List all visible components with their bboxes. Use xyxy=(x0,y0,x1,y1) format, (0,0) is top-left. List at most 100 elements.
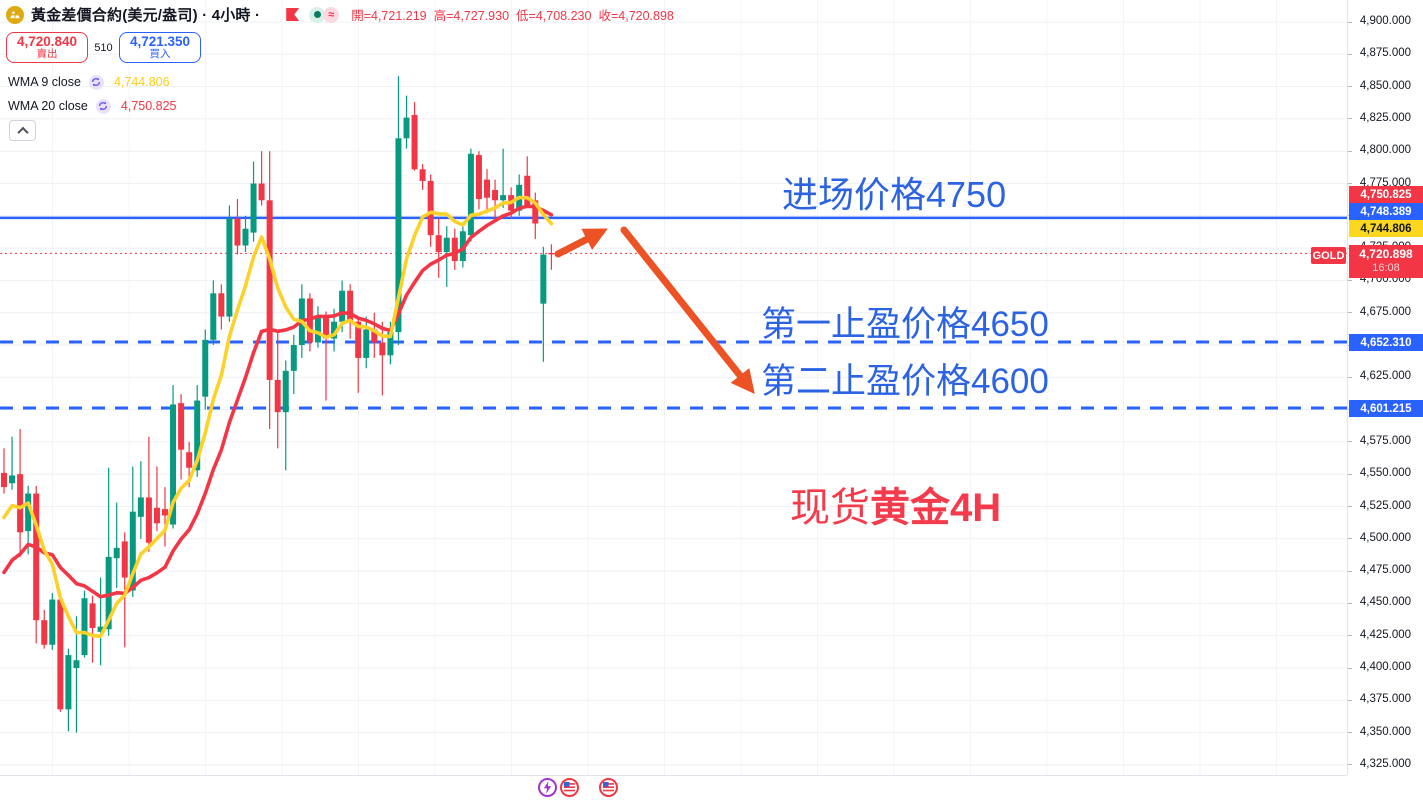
candle-body xyxy=(467,153,474,236)
symbol-price-tag: GOLD xyxy=(1311,247,1346,264)
candle-body xyxy=(194,400,201,471)
price-tick-label: 4,425.000 xyxy=(1359,628,1412,641)
us-flag-event-icon[interactable] xyxy=(560,778,579,797)
candle-body xyxy=(97,626,104,632)
sync-refresh-icon[interactable] xyxy=(95,98,111,114)
axis-tickmark xyxy=(1348,183,1352,184)
delayed-data-icon[interactable]: ≈ xyxy=(323,6,340,23)
wma9-legend-row[interactable]: WMA 9 close 4,744.806 xyxy=(8,74,170,90)
axis-tickmark xyxy=(1348,53,1352,55)
axis-tickmark xyxy=(1348,312,1352,314)
candle-body xyxy=(500,195,507,201)
axis-tickmark xyxy=(1348,732,1352,734)
candle-body xyxy=(323,316,329,339)
wma20-name: WMA 20 close xyxy=(8,99,88,113)
current-time: 16:08 xyxy=(1372,262,1400,275)
candle-body xyxy=(145,497,152,543)
chart-pane[interactable]: 进场价格4750 第一止盈价格4650 第二止盈价格4600 现货黄金4H 黃金… xyxy=(0,0,1347,775)
candle-body xyxy=(129,511,136,591)
price-tick-label: 4,875.000 xyxy=(1359,47,1412,60)
candle-body xyxy=(137,497,144,517)
candle-body xyxy=(17,474,24,533)
candle-body xyxy=(33,493,40,621)
price-tick-label: 4,625.000 xyxy=(1359,370,1412,383)
candle-body xyxy=(274,379,281,413)
sync-refresh-icon[interactable] xyxy=(88,74,104,90)
collapse-legend-button[interactable] xyxy=(9,120,36,141)
price-tick-label: 4,325.000 xyxy=(1359,757,1412,770)
grid xyxy=(0,0,1347,775)
candle-body xyxy=(403,117,410,139)
candle-body xyxy=(379,342,386,356)
us-flag-event-icon[interactable] xyxy=(599,778,618,797)
symbol-title-row: 黃金差價合約(美元/盎司) · 4小時 · ≈ 開=4,721.219 高=4,7… xyxy=(6,4,681,25)
axis-tickmark xyxy=(1348,602,1352,604)
candlestick-chart[interactable] xyxy=(0,0,1347,775)
take-profit-2-annotation[interactable]: 第二止盈价格4600 xyxy=(761,362,1049,401)
candle-body xyxy=(548,252,555,255)
candles-type-icon[interactable] xyxy=(286,8,300,21)
price-axis[interactable]: 4,900.000 4,875.000 4,850.000 4,825.000 4,80… xyxy=(1347,0,1423,775)
wma20-legend-row[interactable]: WMA 20 close 4,750.825 xyxy=(8,98,177,114)
gold-coin-icon xyxy=(6,5,24,24)
candle-body xyxy=(387,332,394,356)
price-tick-label: 4,350.000 xyxy=(1359,725,1412,738)
candle-body xyxy=(121,541,128,578)
candle-body xyxy=(250,183,257,233)
candle-body xyxy=(41,620,48,645)
candle-body xyxy=(492,189,499,201)
candle-body xyxy=(234,218,241,246)
axis-tickmark xyxy=(1348,21,1352,23)
wma20-value: 4,750.825 xyxy=(120,99,177,113)
candle-body xyxy=(314,316,321,343)
market-status-icon[interactable] xyxy=(309,6,326,23)
price-tick-label: 4,400.000 xyxy=(1359,661,1412,673)
price-tick-label: 4,675.000 xyxy=(1359,305,1412,318)
wma20-line[interactable] xyxy=(2,204,554,599)
candle-body xyxy=(9,475,16,484)
candle-body xyxy=(419,169,426,181)
buy-button[interactable]: 4,721.350 買入 xyxy=(119,32,201,63)
buy-price: 4,721.350 xyxy=(129,33,191,49)
candle-body xyxy=(290,345,297,371)
candle-body xyxy=(258,183,265,201)
axis-tickmark xyxy=(1348,473,1352,475)
lightning-event-icon[interactable] xyxy=(538,778,557,797)
wma9-name: WMA 9 close xyxy=(8,75,81,89)
axis-tickmark xyxy=(1348,667,1352,669)
ohlc-legend: 開=4,721.219 高=4,727.930 低=4,708.230 收=4,720… xyxy=(351,5,681,24)
symbol-title[interactable]: 黃金差價合約(美元/盎司) · 4小時 · xyxy=(31,7,261,24)
axis-tickmark xyxy=(1348,86,1352,88)
sell-label: 賣出 xyxy=(36,48,58,61)
spot-gold-annotation[interactable]: 现货黄金4H xyxy=(790,488,1001,528)
trade-buttons-row: 4,720.840 賣出 510 4,721.350 買入 xyxy=(6,32,201,63)
candle-body xyxy=(186,452,193,468)
take-profit-1-annotation[interactable]: 第一止盈价格4650 xyxy=(761,305,1049,344)
candle-body xyxy=(178,403,185,450)
candle-body xyxy=(153,507,160,524)
wma20-price-label: 4,750.825 xyxy=(1349,186,1423,203)
time-axis[interactable] xyxy=(0,775,1347,804)
price-tick-label: 4,575.000 xyxy=(1359,434,1412,447)
ohlc-item: 高=4,727.930 xyxy=(433,9,510,23)
ohlc-item: 開=4,721.219 xyxy=(351,9,427,23)
current-price: 4,720.898 xyxy=(1359,247,1413,262)
sell-button[interactable]: 4,720.840 賣出 xyxy=(6,32,88,63)
wma9-line[interactable] xyxy=(2,195,554,639)
candle-body xyxy=(202,339,209,397)
axis-tickmark xyxy=(1348,376,1352,378)
candle-body xyxy=(451,237,458,262)
entry-price-annotation[interactable]: 进场价格4750 xyxy=(782,174,1007,215)
candle-body xyxy=(339,290,346,322)
candle-body xyxy=(331,321,338,339)
candle-body xyxy=(210,293,217,340)
candle-body xyxy=(427,180,434,236)
candle-body xyxy=(162,509,168,516)
ohlc-item: 低=4,708.230 xyxy=(516,9,592,23)
price-tick-label: 4,775.000 xyxy=(1359,176,1412,189)
price-tick-label: 4,500.000 xyxy=(1359,531,1412,544)
candle-body xyxy=(105,556,112,630)
candle-body xyxy=(89,603,96,628)
axis-tickmark xyxy=(1348,441,1352,443)
